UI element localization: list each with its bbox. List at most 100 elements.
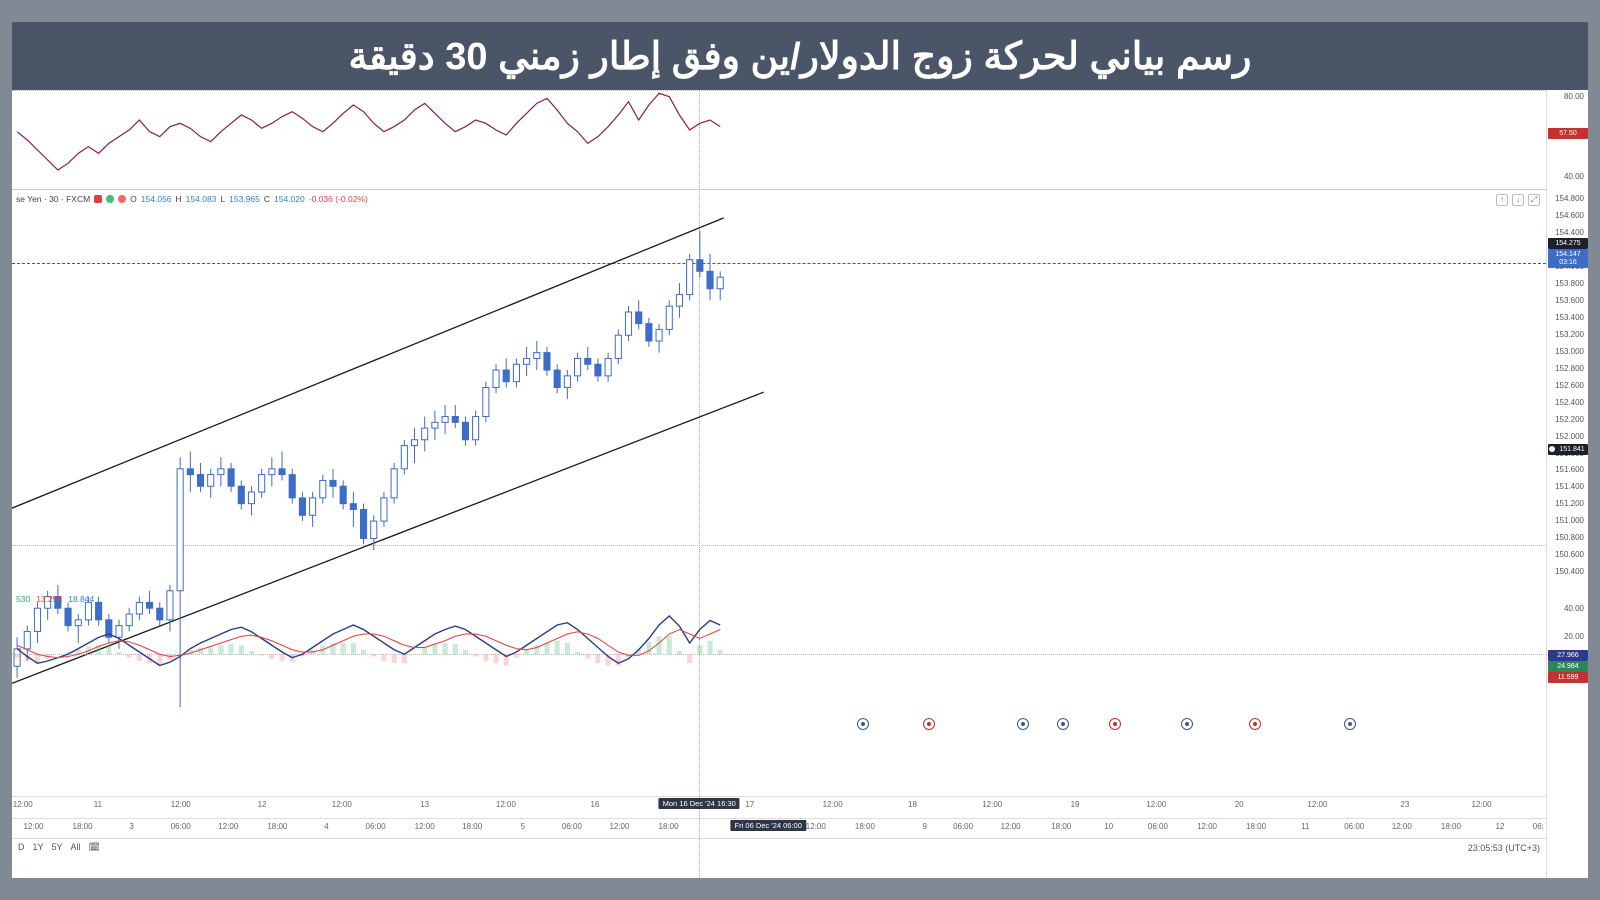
time-tick: 13	[420, 800, 429, 809]
macd-tag: 11.599	[1548, 672, 1588, 683]
time-tick: 18:00	[659, 822, 679, 831]
time-tick: 12:00	[982, 800, 1002, 809]
time-tick: 12:00	[332, 800, 352, 809]
time-tick: 06:00	[953, 822, 973, 831]
time-axis-row-2[interactable]: 12:00 18:00 3 06:00 12:00 18:00 4 06:00 12:00 18:…	[12, 818, 1546, 836]
time-tick: 12:00	[1001, 822, 1021, 831]
clock: 23:05:53 (UTC+3)	[1468, 843, 1540, 853]
axis-label: 20.00	[1564, 632, 1584, 641]
time-tick: 12:00	[823, 800, 843, 809]
price-tag: 03:16	[1548, 257, 1588, 268]
timeframe-button[interactable]: All	[71, 842, 81, 853]
axis-label: 151.400	[1555, 482, 1584, 491]
axis-label: 153.200	[1555, 330, 1584, 339]
time-tick: 12	[258, 800, 267, 809]
time-tick: 06:00	[562, 822, 582, 831]
time-tick: 18:00	[267, 822, 287, 831]
time-tick: 19	[1071, 800, 1080, 809]
calendar-icon[interactable]: 🗓	[89, 842, 100, 853]
page-title: رسم بياني لحركة زوج الدولار/ين وفق إطار …	[349, 34, 1252, 79]
time-tick: 12:00	[171, 800, 191, 809]
event-icon[interactable]	[857, 718, 869, 730]
rsi-value-tag: 57.50	[1548, 128, 1588, 139]
axis-label: 153.000	[1555, 347, 1584, 356]
axis-label: 154.600	[1555, 211, 1584, 220]
time-tick: 11	[1301, 822, 1309, 831]
time-tick: 20	[1235, 800, 1244, 809]
time-tick: 06:00	[1148, 822, 1168, 831]
time-tick: 12:00	[218, 822, 238, 831]
time-axis-row-1[interactable]: 12:00 11 12:00 12 12:00 13 12:00 16 17 12:00 18 12:…	[12, 796, 1546, 814]
axis-label: 152.000	[1555, 432, 1584, 441]
event-icon[interactable]	[1109, 718, 1121, 730]
time-tick: 4	[324, 822, 328, 831]
price-axis[interactable]: 80.0060.0040.0057.50154.800154.600154.40…	[1546, 90, 1588, 878]
time-tick: 18:00	[855, 822, 875, 831]
time-tick: 16	[590, 800, 599, 809]
timeframe-button[interactable]: 5Y	[52, 842, 63, 853]
axis-label: 80.00	[1564, 92, 1584, 101]
time-tick: 06:00	[366, 822, 386, 831]
axis-label: 150.800	[1555, 533, 1584, 542]
axis-label: 151.600	[1555, 465, 1584, 474]
time-tick: 12:00	[1472, 800, 1492, 809]
axis-label: 152.200	[1555, 415, 1584, 424]
time-tick: 12:00	[23, 822, 43, 831]
axis-label: 40.00	[1564, 604, 1584, 613]
event-icon[interactable]	[1344, 718, 1356, 730]
time-tick: 12:00	[1307, 800, 1327, 809]
event-icon[interactable]	[923, 718, 935, 730]
time-tick: 18:00	[73, 822, 93, 831]
time-tick: 06:	[1533, 822, 1544, 831]
macd-panel[interactable]	[12, 598, 1546, 688]
axis-label: 154.400	[1555, 228, 1584, 237]
axis-label: 150.600	[1555, 550, 1584, 559]
price-tag: 151.841	[1548, 444, 1588, 455]
time-tick: 12:00	[415, 822, 435, 831]
timeframe-button[interactable]: D	[18, 842, 25, 853]
time-tick: 18	[908, 800, 917, 809]
time-tick: 5	[521, 822, 525, 831]
axis-label: 150.400	[1555, 567, 1584, 576]
chart-area: se Yen · 30 · FXCM O154.056 H154.083 L15…	[12, 90, 1588, 878]
axis-label: 152.600	[1555, 381, 1584, 390]
time-tick: 12	[1496, 822, 1505, 831]
time-tick: 12:00	[609, 822, 629, 831]
axis-label: 151.000	[1555, 516, 1584, 525]
macd-tag: 24.984	[1548, 661, 1588, 672]
bottom-toolbar: D 1Y 5Y All 🗓 23:05:53 (UTC+3)	[12, 838, 1546, 856]
axis-label: 151.200	[1555, 499, 1584, 508]
macd-tag: 27.966	[1548, 650, 1588, 661]
time-tick: 12:00	[1197, 822, 1217, 831]
time-tick: 12:00	[496, 800, 516, 809]
time-tick: 06:00	[1344, 822, 1364, 831]
time-tick: 12:00	[806, 822, 826, 831]
time-tick: 18:00	[1246, 822, 1266, 831]
time-tick: 12:00	[13, 800, 33, 809]
rsi-panel[interactable]	[12, 90, 1546, 190]
axis-label: 153.400	[1555, 313, 1584, 322]
time-tick: 06:00	[171, 822, 191, 831]
title-bar: رسم بياني لحركة زوج الدولار/ين وفق إطار …	[12, 22, 1588, 90]
event-icon[interactable]	[1057, 718, 1069, 730]
time-tick: 18:00	[1051, 822, 1071, 831]
time-tick: 11	[94, 800, 102, 809]
axis-label: 153.800	[1555, 279, 1584, 288]
timeframe-button[interactable]: 1Y	[33, 842, 44, 853]
time-tick: 9	[922, 822, 926, 831]
event-icon[interactable]	[1249, 718, 1261, 730]
time-tick: 23	[1400, 800, 1409, 809]
time-tick: 12:00	[1392, 822, 1412, 831]
axis-label: 40.00	[1564, 172, 1584, 181]
axis-label: 152.400	[1555, 398, 1584, 407]
time-tick: 17	[745, 800, 754, 809]
time-badge: Mon 16 Dec '24 16:30	[659, 798, 740, 809]
time-tick: 18:00	[462, 822, 482, 831]
event-icon[interactable]	[1181, 718, 1193, 730]
time-badge: Fri 06 Dec '24 06:00	[731, 820, 806, 831]
event-icon[interactable]	[1017, 718, 1029, 730]
time-tick: 3	[129, 822, 133, 831]
price-tag: 154.275	[1548, 238, 1588, 249]
time-tick: 18:00	[1441, 822, 1461, 831]
axis-label: 152.800	[1555, 364, 1584, 373]
